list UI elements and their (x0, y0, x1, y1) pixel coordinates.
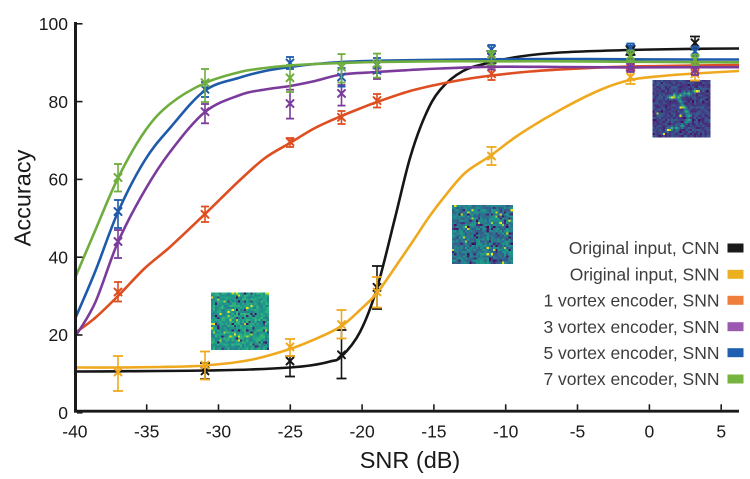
svg-text:-15: -15 (421, 422, 446, 442)
svg-text:0: 0 (645, 422, 655, 442)
svg-text:SNR (dB): SNR (dB) (360, 447, 461, 473)
svg-text:-10: -10 (493, 422, 519, 442)
svg-text:5 vortex encoder, SNN: 5 vortex encoder, SNN (543, 343, 719, 363)
svg-text:-35: -35 (134, 422, 159, 442)
svg-text:7 vortex encoder, SNN: 7 vortex encoder, SNN (543, 369, 719, 389)
svg-text:80: 80 (49, 92, 69, 112)
svg-text:Original input, CNN: Original input, CNN (569, 238, 720, 258)
svg-text:1 vortex encoder, SNN: 1 vortex encoder, SNN (543, 291, 719, 311)
svg-text:-20: -20 (349, 422, 375, 442)
svg-text:40: 40 (49, 247, 69, 267)
svg-text:3 vortex encoder, SNN: 3 vortex encoder, SNN (543, 317, 719, 337)
svg-text:0: 0 (58, 403, 68, 423)
svg-text:-30: -30 (206, 422, 232, 442)
svg-text:Accuracy: Accuracy (10, 149, 36, 246)
svg-text:-25: -25 (278, 422, 303, 442)
svg-text:100: 100 (39, 14, 68, 34)
svg-text:5: 5 (716, 422, 726, 442)
svg-text:20: 20 (49, 325, 69, 345)
svg-text:-5: -5 (570, 422, 586, 442)
svg-text:-40: -40 (62, 422, 88, 442)
svg-text:Original input, SNN: Original input, SNN (570, 265, 720, 285)
svg-text:60: 60 (49, 170, 69, 190)
